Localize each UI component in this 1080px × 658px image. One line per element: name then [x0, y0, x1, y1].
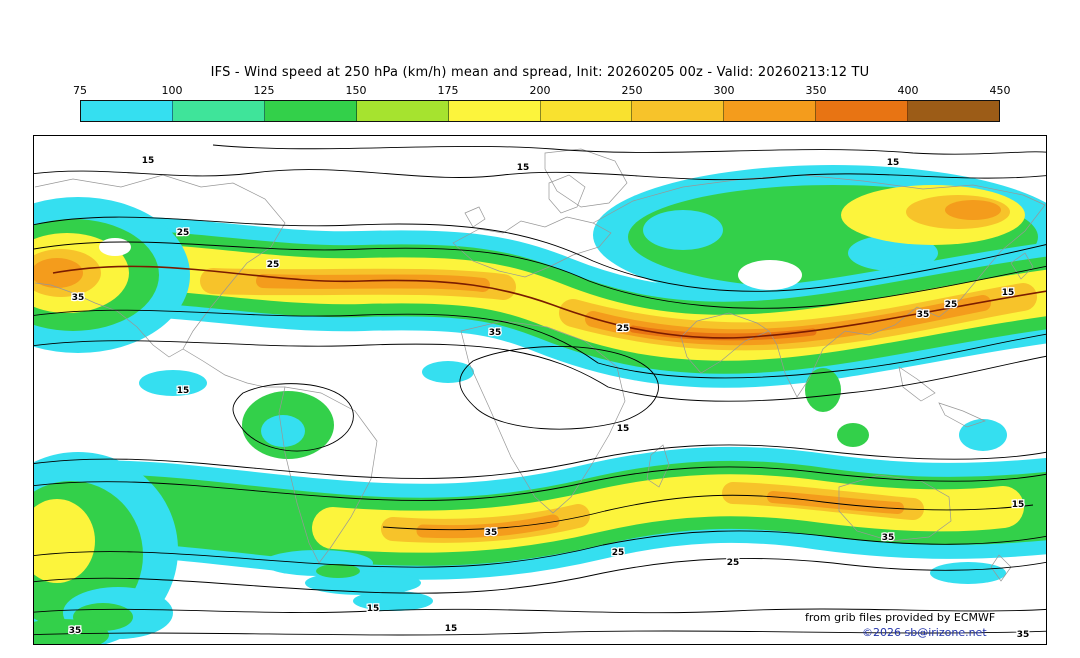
coastline-madagascar: [646, 444, 670, 488]
coastline-british-isles: [464, 206, 486, 228]
colorbar-tick: 250: [621, 84, 643, 97]
contour-label: 15: [142, 156, 155, 166]
colorbar-tick: 200: [529, 84, 551, 97]
credit-ecmwf: from grib files provided by ECMWF: [805, 611, 996, 624]
map-area: 15 15 15 25 25 35 15 35 25 35 25 15 15 35 35 25 25 15 15 35…: [33, 135, 1047, 645]
coastline-australia: [838, 474, 952, 542]
colorbar-segment: [264, 101, 357, 121]
colorbar-segment: [81, 101, 173, 121]
coastline-indonesia: [938, 402, 986, 428]
colorbar-segment: [540, 101, 633, 121]
contour-label: 25: [945, 300, 958, 310]
contour-label: 35: [1017, 630, 1030, 640]
contour-label: 15: [445, 624, 458, 634]
map-canvas: 15 15 15 25 25 35 15 35 25 35 25 15 15 35 35 25 25 15 15 35…: [33, 135, 1047, 645]
contour-label: 25: [267, 260, 280, 270]
colorbar-tick: 450: [989, 84, 1011, 97]
contour-label: 15: [1012, 500, 1025, 510]
coastline-japan: [1010, 252, 1034, 280]
contour-label: 25: [727, 558, 740, 568]
contour-label: 15: [517, 163, 530, 173]
coastline-india: [768, 330, 846, 398]
coastline-south-america: [278, 386, 378, 564]
colorbar-bar: [80, 100, 1000, 122]
colorbar-tick: 150: [345, 84, 367, 97]
colorbar-ticks: 75 100 125 150 175 200 250 300 350 400 450: [73, 84, 1011, 98]
contour-label: 15: [367, 604, 380, 614]
coastline-new-zealand: [990, 554, 1012, 582]
coastline-africa: [460, 320, 626, 514]
colorbar-tick: 300: [713, 84, 735, 97]
coastline-north-america: [34, 174, 286, 358]
contour-label: 35: [917, 310, 930, 320]
contour-label: 35: [72, 293, 85, 303]
coastline-asia-north: [592, 174, 1046, 224]
colorbar-segment: [632, 101, 725, 121]
colorbar-tick: 175: [437, 84, 459, 97]
colorbar-segment: [356, 101, 449, 121]
coastline-europe: [452, 216, 612, 278]
contour-label: 15: [887, 158, 900, 168]
colorbar-segment: [816, 101, 909, 121]
contour-label: 15: [177, 386, 190, 396]
contour-label: 25: [177, 228, 190, 238]
colorbar-tick: 125: [253, 84, 275, 97]
colorbar-tick: 100: [161, 84, 183, 97]
coastline-se-asia: [898, 366, 936, 402]
coastline-central-america: [182, 348, 285, 388]
coastline-scandinavia: [548, 174, 586, 214]
colorbar-tick: 75: [73, 84, 87, 97]
contour-labels: 15 15 15 25 25 35 15 35 25 35 25 15 15 35 35 25 25 15 15 35…: [67, 155, 1030, 642]
colorbar-segment: [172, 101, 265, 121]
contour-lines-layer: [33, 144, 1047, 636]
colorbar-tick: 400: [897, 84, 919, 97]
coastline-greenland: [544, 148, 628, 208]
contour-label: 35: [69, 626, 82, 636]
colorbar-tick: 350: [805, 84, 827, 97]
colorbar-segment: [908, 101, 1000, 121]
colorbar-segment: [724, 101, 817, 121]
contour-label: 35: [882, 533, 895, 543]
credit-copyright: ©2026 sb@irizone.net: [862, 626, 987, 639]
contour-label: 15: [617, 424, 630, 434]
chart-title: IFS - Wind speed at 250 hPa (km/h) mean …: [210, 65, 870, 80]
contour-label: 35: [485, 528, 498, 538]
contour-label: 25: [617, 324, 630, 334]
jet-axis-line: [52, 265, 1047, 339]
contour-label: 25: [612, 548, 625, 558]
contour-label: 15: [1002, 288, 1015, 298]
map-border: [33, 135, 1047, 645]
colorbar-segment: [448, 101, 541, 121]
contour-label: 35: [489, 328, 502, 338]
